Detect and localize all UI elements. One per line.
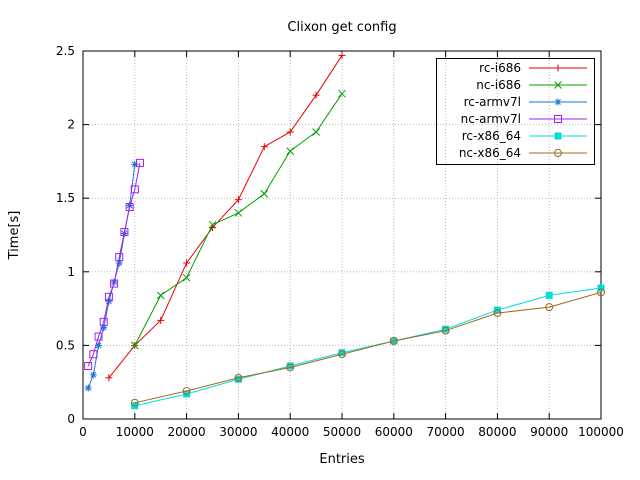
data-point-marker [389,336,398,345]
data-point-marker [554,149,562,157]
x-tick-label: 60000 [375,425,413,439]
legend-item-nc-x86_64: nc-x86_64 [459,146,587,160]
data-point-marker [338,89,346,98]
legend-item-nc-i686: nc-i686 [476,78,587,92]
data-point-marker [597,288,605,297]
data-point-marker [338,350,346,359]
x-tick-label: 90000 [530,425,568,439]
legend-item-rc-x86_64: rc-x86_64 [462,129,587,143]
series-line [134,287,602,407]
grid [83,51,601,419]
x-axis-label: Entries [319,452,365,467]
data-point-marker [554,132,562,140]
data-point-marker [130,341,139,350]
data-point-marker [100,324,107,331]
series-line [108,55,343,379]
series-rc-x86_64 [131,284,605,410]
data-point-marker [85,385,92,391]
legend-item-nc-armv7l: nc-armv7l [461,112,587,126]
data-point-marker [234,375,242,383]
series-line [87,162,141,367]
series-nc-armv7l [84,158,144,371]
legend-label: rc-x86_64 [462,129,521,143]
data-point-marker [493,306,501,314]
legend-label: nc-i686 [476,78,521,92]
data-point-marker [597,284,605,292]
data-point-marker [130,398,139,407]
data-point-marker [286,363,295,372]
y-tick-label: 0 [67,412,75,426]
legend-item-rc-i686: rc-i686 [479,61,587,75]
x-tick-label: 100000 [578,425,624,439]
data-point-marker [312,128,320,136]
x-tick-label: 10000 [116,425,154,439]
legend-label: nc-armv7l [461,112,521,126]
data-point-marker [115,253,124,262]
data-point-marker [286,147,295,155]
data-point-marker [338,349,346,357]
data-point-marker [90,371,97,378]
series-nc-i686 [130,89,346,350]
data-point-marker [120,228,129,237]
data-point-marker [545,303,554,312]
data-point-marker [554,115,562,123]
data-point-marker [130,185,139,194]
data-point-marker [182,273,191,282]
legend-label: rc-armv7l [464,95,521,109]
data-point-marker [94,332,103,341]
axis-ticks [82,50,602,420]
data-point-marker [156,291,165,300]
data-point-marker [234,373,243,382]
data-point-marker [286,362,294,370]
data-point-marker [84,362,93,371]
x-tick-label: 70000 [427,425,465,439]
legend-item-rc-armv7l: rc-armv7l [464,95,587,109]
data-point-marker [260,189,269,198]
x-tick-label: 50000 [323,425,361,439]
y-tick-label: 1 [67,265,75,279]
x-tick-label: 40000 [271,425,309,439]
y-tick-label: 2.5 [56,44,75,58]
data-point-marker [104,292,113,301]
series-rc-armv7l [84,160,139,392]
chart-title: Clixon get config [287,20,397,35]
y-tick-label: 1.5 [56,191,75,205]
data-point-marker [89,350,98,359]
data-point-marker [441,326,450,335]
data-point-marker [125,203,134,212]
data-point-marker [545,291,553,299]
y-tick-label: 2 [67,118,75,132]
legend-label: rc-i686 [479,61,521,75]
data-point-marker [555,99,561,105]
data-point-marker [554,81,562,89]
legend: rc-i686 nc-i686 rc-armv7l nc-armv7l rc-x86_6… [436,58,595,165]
data-point-marker [208,220,217,229]
y-axis-label: Time[s] [7,210,22,260]
data-point-marker [182,387,191,396]
data-point-marker [234,209,243,217]
data-point-marker [493,309,502,318]
x-tick-label: 30000 [219,425,257,439]
data-point-marker [442,325,450,333]
data-point-marker [135,158,144,167]
x-tick-label: 0 [79,425,87,439]
data-point-marker [183,390,191,398]
data-point-marker [131,402,139,410]
legend-box [436,58,595,165]
data-point-marker [110,279,119,288]
series-rc-i686 [105,51,346,382]
x-tick-label: 20000 [168,425,206,439]
y-tick-label: 0.5 [56,338,75,352]
data-point-marker [99,317,108,326]
series-line [134,291,602,404]
axis-tick-labels: 0 10000 20000 30000 40000 50000 60000 70000 8000… [56,44,624,439]
legend-label: nc-x86_64 [459,146,521,160]
x-tick-label: 80000 [478,425,516,439]
series-nc-x86_64 [130,288,605,407]
data-point-marker [95,342,102,349]
